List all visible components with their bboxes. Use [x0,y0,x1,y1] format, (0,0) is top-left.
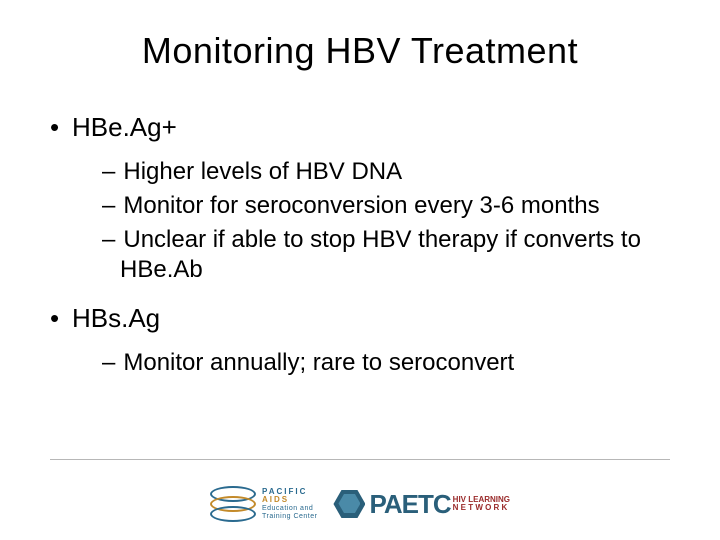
bullet-hbeag: HBe.Ag+ [50,112,680,143]
slide-content: HBe.Ag+ Higher levels of HBV DNA Monitor… [40,112,680,378]
pacific-line4: Training Center [262,513,318,521]
pacific-line3: Education and [262,505,318,513]
paetc-sub2: N E T W O R K [453,504,510,512]
subbullet: Monitor annually; rare to seroconvert [50,348,680,378]
paetc-wordmark: PAETC [369,489,450,520]
footer-divider [50,459,670,460]
subbullet: Higher levels of HBV DNA [50,157,680,187]
subbullet: Monitor for seroconversion every 3-6 mon… [50,191,680,221]
paetc-sub: HIV LEARNING N E T W O R K [453,496,510,512]
pacific-ovals-icon [210,486,256,522]
subbullet: Unclear if able to stop HBV therapy if c… [50,225,680,285]
pacific-logo-text: PACIFIC AIDS Education and Training Cent… [262,488,318,521]
footer-logos: PACIFIC AIDS Education and Training Cent… [0,486,720,522]
hex-icon [331,486,367,522]
slide: Monitoring HBV Treatment HBe.Ag+ Higher … [0,0,720,540]
pacific-aids-logo: PACIFIC AIDS Education and Training Cent… [210,486,318,522]
aids-label: AIDS [262,496,318,505]
paetc-logo: PAETC HIV LEARNING N E T W O R K [331,486,510,522]
bullet-hbsag: HBs.Ag [50,303,680,334]
slide-title: Monitoring HBV Treatment [40,30,680,72]
